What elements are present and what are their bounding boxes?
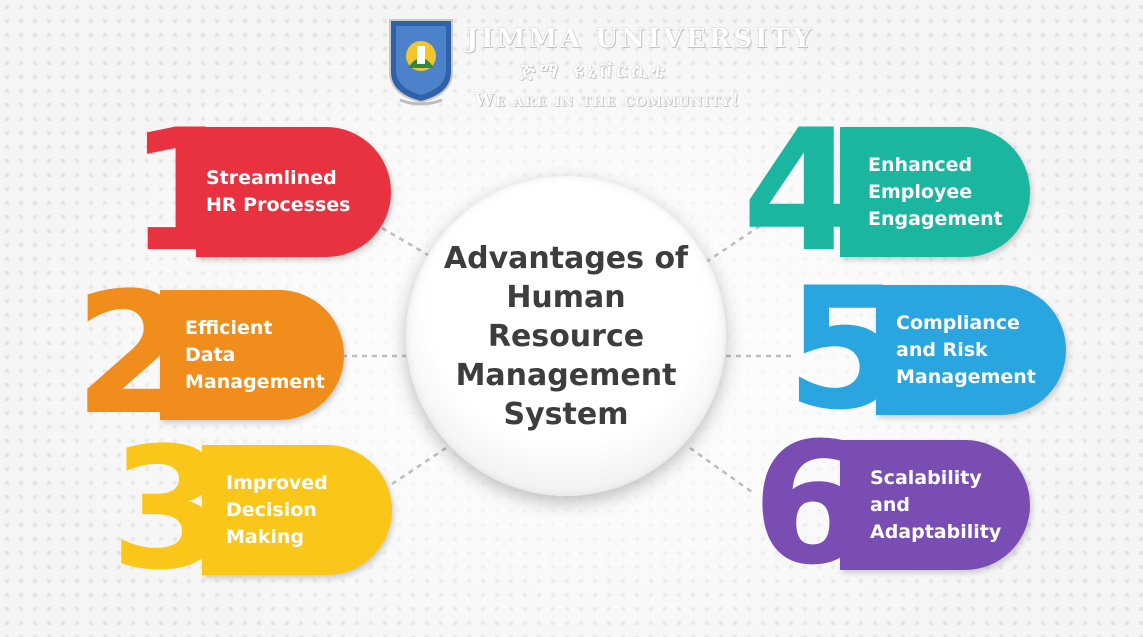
advantage-label-4: Enhanced Employee Engagement [868,153,1003,230]
connector-6 [689,446,753,494]
center-circle: Advantages of Human Resource Management … [406,176,726,496]
advantage-item-4: Enhanced Employee Engagement 4 [742,107,1030,275]
advantage-number-2: 2 [74,256,191,452]
connector-4 [705,224,761,264]
advantage-item-5: Compliance and Risk Management 5 [786,265,1066,433]
advantage-pill-4: Enhanced Employee Engagement [840,127,1030,257]
connector-3 [391,446,447,486]
advantage-pill-3: Improved Decision Making [202,445,392,575]
advantage-label-6: Scalability and Adaptability [870,466,1002,543]
advantage-pill-2: Efficient Data Management [160,290,344,420]
advantage-number-1: 1 [128,93,245,289]
advantage-label-5: Compliance and Risk Management [896,311,1036,388]
university-name-amharic: ጅማ ዩኒቨርሲቲ [520,58,669,82]
advantage-label-1: Streamlined HR Processes [206,167,351,216]
advantage-number-5: 5 [786,251,903,447]
advantage-number-6: 6 [752,406,869,602]
university-crest-icon [389,19,453,106]
university-name: JIMMA UNIVERSITY [466,24,815,54]
university-motto: We are in the community! [474,90,741,111]
advantage-item-2: Efficient Data Management 2 [74,270,344,438]
advantage-pill-5: Compliance and Risk Management [876,285,1066,415]
advantage-pill-6: Scalability and Adaptability [840,440,1030,570]
advantage-item-1: Streamlined HR Processes 1 [128,107,391,275]
advantage-item-3: Improved Decision Making 3 [110,425,392,593]
advantage-item-6: Scalability and Adaptability 6 [752,420,1030,588]
advantage-pill-1: Streamlined HR Processes [196,127,391,257]
connector-1 [381,226,441,264]
advantage-number-4: 4 [742,93,859,289]
center-title: Advantages of Human Resource Management … [443,240,689,432]
advantage-number-3: 3 [110,411,227,607]
advantage-label-2: Efficient Data Management [185,316,325,393]
advantage-label-3: Improved Decision Making [226,471,328,548]
